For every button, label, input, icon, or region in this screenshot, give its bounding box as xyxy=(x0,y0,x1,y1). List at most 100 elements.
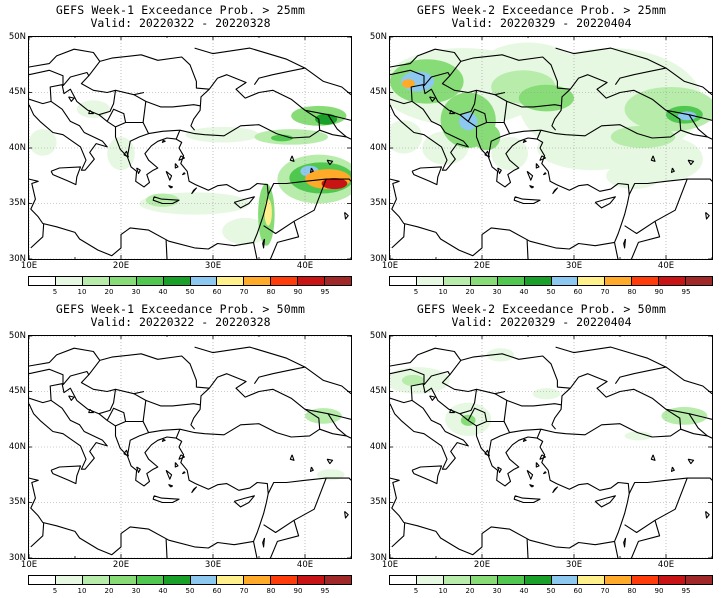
coastline xyxy=(29,399,108,470)
coastline xyxy=(178,454,186,460)
probability-area xyxy=(316,469,345,481)
probability-area xyxy=(401,374,425,386)
coastline xyxy=(391,522,406,548)
lon-tick-label: 20E xyxy=(473,560,491,570)
coastline xyxy=(529,185,535,189)
coastline xyxy=(327,413,347,437)
colorbar-label: 70 xyxy=(239,587,249,595)
coastline xyxy=(29,100,108,171)
panel-title: GEFS Week-2 Exceedance Prob. > 25mm xyxy=(416,3,667,17)
coastline xyxy=(650,155,656,162)
coastline xyxy=(304,109,351,121)
colorbar-swatch xyxy=(443,576,471,584)
colorbar-swatch xyxy=(524,277,552,285)
coastline xyxy=(476,121,541,135)
colorbar-label: 60 xyxy=(212,587,222,595)
coastline xyxy=(459,90,478,116)
colorbar-label: 60 xyxy=(573,587,583,595)
coastline xyxy=(115,420,180,434)
coastline xyxy=(540,373,682,438)
coastline xyxy=(390,399,469,470)
coastline xyxy=(494,390,506,395)
coastline xyxy=(487,432,510,456)
lon-tick-label: 10E xyxy=(20,560,38,570)
coastline xyxy=(594,495,616,508)
coastline xyxy=(665,109,712,121)
coastline xyxy=(623,537,627,548)
coastline xyxy=(252,221,300,259)
probability-area xyxy=(29,129,57,156)
coastline xyxy=(252,520,300,558)
coastline xyxy=(665,67,712,96)
colorbar-label: 30 xyxy=(492,587,502,595)
coastline xyxy=(262,238,266,249)
coastline xyxy=(304,408,351,420)
coastline xyxy=(441,353,571,401)
colorbar-label: 5 xyxy=(413,587,419,595)
colorbar-swatch xyxy=(109,576,137,584)
coastline xyxy=(319,129,351,140)
axis-ticks xyxy=(389,335,713,559)
coastline xyxy=(168,185,174,189)
coastline xyxy=(182,172,186,176)
coastline xyxy=(522,139,527,143)
probability-area xyxy=(624,431,653,441)
coastline xyxy=(68,96,75,102)
colorbar-swatch xyxy=(217,277,245,285)
coastline xyxy=(484,150,490,158)
colorbar-label: 10 xyxy=(438,587,448,595)
colorbar-swatch xyxy=(659,277,687,285)
panel-valid-dates: Valid: 20220322 - 20220328 xyxy=(90,315,271,329)
coastline xyxy=(411,465,443,485)
coastline xyxy=(30,223,45,249)
map-canvas xyxy=(390,336,712,558)
coastline xyxy=(304,366,351,395)
coastline xyxy=(552,486,558,494)
lon-tick-label: 10E xyxy=(381,261,399,271)
coastline xyxy=(309,167,314,173)
colorbar-label: 90 xyxy=(654,288,664,296)
coastline xyxy=(390,69,425,86)
colorbar-label: 50 xyxy=(185,288,195,296)
panel-valid-dates: Valid: 20220329 - 20220404 xyxy=(451,16,632,30)
coastline xyxy=(429,395,436,401)
coastline xyxy=(411,166,443,186)
coastline xyxy=(326,458,334,465)
coastline xyxy=(106,407,127,422)
lon-tick-label: 40E xyxy=(657,560,675,570)
probability-area xyxy=(472,123,501,151)
coastline xyxy=(267,178,351,195)
coastline xyxy=(326,159,334,166)
coastline xyxy=(390,48,462,68)
coastline xyxy=(459,389,478,415)
colorbar-label: 50 xyxy=(546,288,556,296)
axis-ticks xyxy=(389,36,713,260)
colorbar-swatch xyxy=(271,277,299,285)
colorbar-swatch xyxy=(325,277,352,285)
colorbar-label: 40 xyxy=(519,288,529,296)
coastline xyxy=(80,54,210,102)
colorbar-label: 10 xyxy=(77,288,87,296)
colorbar-swatch xyxy=(632,277,660,285)
coastline xyxy=(309,466,314,472)
coastline xyxy=(497,167,502,175)
colorbar-label: 70 xyxy=(600,288,610,296)
coastline xyxy=(623,238,627,249)
colorbar-swatch xyxy=(524,576,552,584)
colorbar-label: 80 xyxy=(266,288,276,296)
coastline xyxy=(142,100,201,123)
coastline xyxy=(123,150,129,158)
coastline xyxy=(423,370,451,386)
colorbar-label: 40 xyxy=(519,587,529,595)
colorbar-swatch xyxy=(82,277,110,285)
lat-tick-label: 45N xyxy=(8,87,26,97)
map-canvas xyxy=(29,37,351,259)
coastline xyxy=(441,54,571,102)
colorbar-label: 40 xyxy=(158,587,168,595)
colorbar-swatch xyxy=(497,576,525,584)
lat-tick-label: 50N xyxy=(369,31,387,42)
colorbar-swatch xyxy=(605,576,633,584)
coastline xyxy=(289,454,295,461)
lat-tick-label: 30N xyxy=(369,552,387,563)
coastline xyxy=(168,484,174,488)
